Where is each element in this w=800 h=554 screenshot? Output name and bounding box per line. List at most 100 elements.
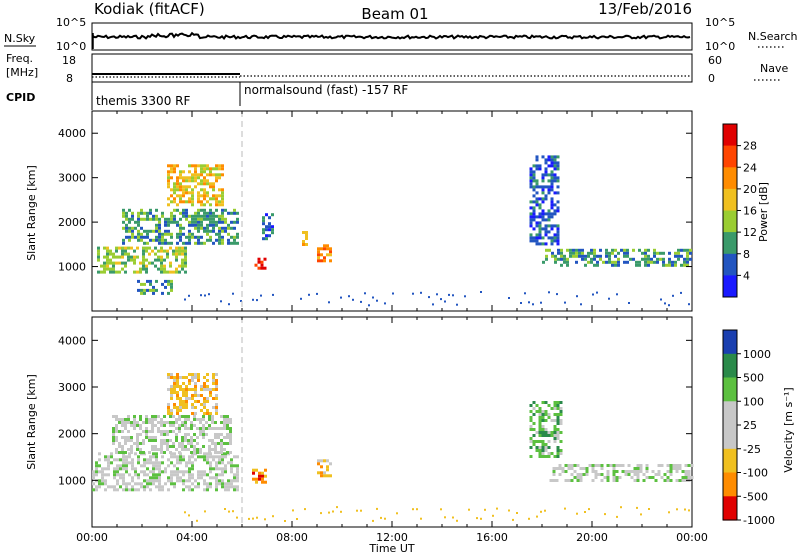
velocity-cell [559, 422, 563, 425]
velocity-cell [200, 409, 203, 412]
velocity-cell [214, 448, 217, 451]
velocity-cell [558, 464, 562, 467]
velocity-cell [197, 373, 200, 376]
velocity-cell [170, 479, 173, 483]
power-cell [203, 194, 206, 198]
power-speck [184, 298, 186, 301]
power-cell [163, 249, 166, 253]
velocity-cell [202, 433, 205, 436]
power-cell [160, 261, 163, 265]
power-cell [185, 217, 188, 221]
power-cell [124, 246, 127, 250]
velocity-cell [541, 452, 545, 455]
velocity-cell [226, 421, 229, 424]
velocity-cell [215, 476, 218, 480]
velocity-cell [217, 436, 220, 439]
velocity-cell [124, 436, 127, 439]
velocity-cell [570, 473, 574, 476]
velocity-cell [173, 473, 176, 477]
velocity-cell [158, 467, 161, 471]
velocity-speck [284, 520, 286, 522]
power-cell [215, 194, 218, 198]
power-cell [557, 251, 560, 255]
velocity-cell [221, 470, 224, 474]
velocity-cell [101, 473, 104, 477]
power-cell [133, 255, 136, 259]
power-cell [170, 235, 173, 239]
velocity-cell [264, 474, 267, 478]
velocity-cell [115, 415, 118, 418]
velocity-colorbar-swatch [723, 353, 737, 379]
velocity-cell [152, 476, 155, 480]
velocity-cell [176, 373, 179, 376]
velocity-cell [215, 467, 218, 471]
velocity-cell [179, 458, 182, 462]
power-cell [167, 282, 170, 286]
power-cell [188, 179, 191, 183]
velocity-cell [176, 470, 179, 474]
velocity-cell [218, 473, 221, 477]
velocity-cell [221, 455, 224, 459]
velocity-cell [206, 400, 209, 403]
power-cell [578, 254, 581, 258]
power-cell [218, 232, 221, 236]
power-cell [538, 164, 542, 168]
velocity-cell [639, 464, 643, 467]
power-cell [182, 211, 185, 215]
velocity-region [549, 464, 694, 482]
velocity-cell [184, 424, 187, 427]
power-cell [626, 254, 629, 258]
velocity-cell [657, 464, 661, 467]
velocity-cell [230, 482, 233, 486]
velocity-cell [193, 451, 196, 454]
power-cell [173, 185, 176, 189]
power-cell [181, 264, 184, 268]
velocity-cell [167, 376, 170, 379]
power-cell [206, 200, 209, 204]
power-speck [420, 291, 422, 294]
power-cell [674, 254, 677, 258]
velocity-cell [532, 401, 536, 404]
power-speck [528, 301, 530, 304]
velocity-speck [648, 508, 650, 510]
power-cell [556, 239, 560, 243]
power-cell [532, 179, 536, 183]
velocity-cell [556, 452, 560, 455]
power-cell [188, 197, 191, 201]
velocity-cell [170, 473, 173, 477]
velocity-cell [211, 421, 214, 424]
power-cell [152, 288, 155, 292]
power-cell [544, 233, 548, 237]
power-cell [170, 232, 173, 236]
velocity-cell [553, 428, 557, 431]
power-cell [112, 252, 115, 256]
power-cell [182, 232, 185, 236]
velocity-cell [669, 464, 673, 467]
velocity-cell [217, 451, 220, 454]
velocity-cell [208, 424, 211, 427]
velocity-cell [215, 379, 218, 382]
power-cell [230, 241, 233, 245]
power-cell [233, 226, 236, 230]
velocity-cell [541, 413, 545, 416]
power-cell [218, 229, 221, 233]
power-cell [230, 235, 233, 239]
velocity-cell [185, 464, 188, 468]
power-cell [140, 226, 143, 230]
velocity-cell [636, 476, 640, 479]
velocity-cell [151, 436, 154, 439]
velocity-cell [215, 412, 218, 415]
velocity-cell [215, 409, 218, 412]
velocity-cell [185, 397, 188, 400]
power-cell [215, 179, 218, 183]
power-cell [212, 214, 215, 218]
velocity-cell [185, 470, 188, 474]
power-cell [541, 155, 545, 159]
velocity-cell [155, 452, 158, 456]
power-cell [188, 164, 191, 168]
power-cell [148, 246, 151, 250]
velocity-cell [104, 482, 107, 486]
power-cell [154, 252, 157, 256]
velocity-cell [140, 485, 143, 489]
velocity-cell [203, 455, 206, 459]
